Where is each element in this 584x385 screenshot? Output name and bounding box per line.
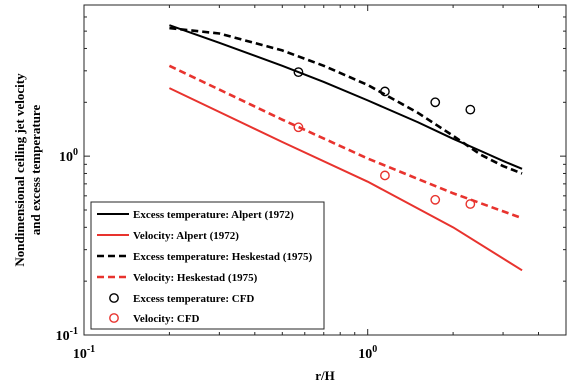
legend-label-heskestad-velocity: Velocity: Heskestad (1975) xyxy=(133,272,258,284)
x-axis-title: r/H xyxy=(315,368,335,383)
line-heskestad-velocity xyxy=(168,64,523,220)
point-cfd-velocity-1 xyxy=(380,170,390,181)
line-heskestad-temperature xyxy=(169,26,523,175)
line-alpert-velocity xyxy=(168,87,523,272)
y-axis-title: Nondimensional ceiling jet velocity and … xyxy=(12,73,43,267)
x-tick-label-1-exponent: 0 xyxy=(372,344,377,355)
y-tick-label-0-base: 10 xyxy=(56,329,70,344)
legend: Excess temperature: Alpert (1972) Veloci… xyxy=(90,201,325,330)
y-tick-label-0: 10-1 xyxy=(56,326,78,344)
point-cfd-temperature-1 xyxy=(380,86,390,97)
x-tick-label-0: 10-1 xyxy=(73,344,95,362)
legend-symbols xyxy=(97,213,129,323)
series-markers xyxy=(293,67,476,209)
legend-label-cfd-temperature: Excess temperature: CFD xyxy=(133,293,254,305)
point-cfd-velocity-3 xyxy=(465,199,476,209)
legend-marker-cfd-temperature xyxy=(109,293,119,303)
legend-label-alpert-temperature: Excess temperature: Alpert (1972) xyxy=(133,209,294,221)
legend-marker-cfd-velocity xyxy=(109,313,119,323)
point-cfd-velocity-0 xyxy=(293,122,304,133)
y-tick-label-1-exponent: 0 xyxy=(73,147,78,158)
point-cfd-temperature-0 xyxy=(293,67,304,78)
point-cfd-temperature-3 xyxy=(465,104,476,115)
legend-label-alpert-velocity: Velocity: Alpert (1972) xyxy=(133,230,239,242)
point-cfd-velocity-2 xyxy=(430,194,441,205)
y-tick-label-1-base: 10 xyxy=(59,150,73,165)
y-axis-title-line-1: Nondimensional ceiling jet velocity xyxy=(12,73,27,267)
series-lines xyxy=(168,24,523,272)
legend-box xyxy=(90,201,325,330)
line-alpert-temperature xyxy=(169,24,523,170)
point-cfd-temperature-2 xyxy=(430,97,441,108)
legend-label-heskestad-temperature: Excess temperature: Heskestad (1975) xyxy=(133,251,312,263)
x-tick-label-0-base: 10 xyxy=(73,347,87,362)
legend-label-cfd-velocity: Velocity: CFD xyxy=(133,313,200,325)
axis-ticks xyxy=(83,4,567,336)
x-tick-label-0-exponent: -1 xyxy=(87,344,95,355)
x-tick-label-1: 100 xyxy=(358,344,377,362)
x-tick-label-1-base: 10 xyxy=(358,347,372,362)
y-tick-label-0-exponent: -1 xyxy=(70,326,78,337)
y-axis-title-line-2: and excess temperature xyxy=(28,105,43,236)
y-tick-label-1: 100 xyxy=(59,147,78,165)
